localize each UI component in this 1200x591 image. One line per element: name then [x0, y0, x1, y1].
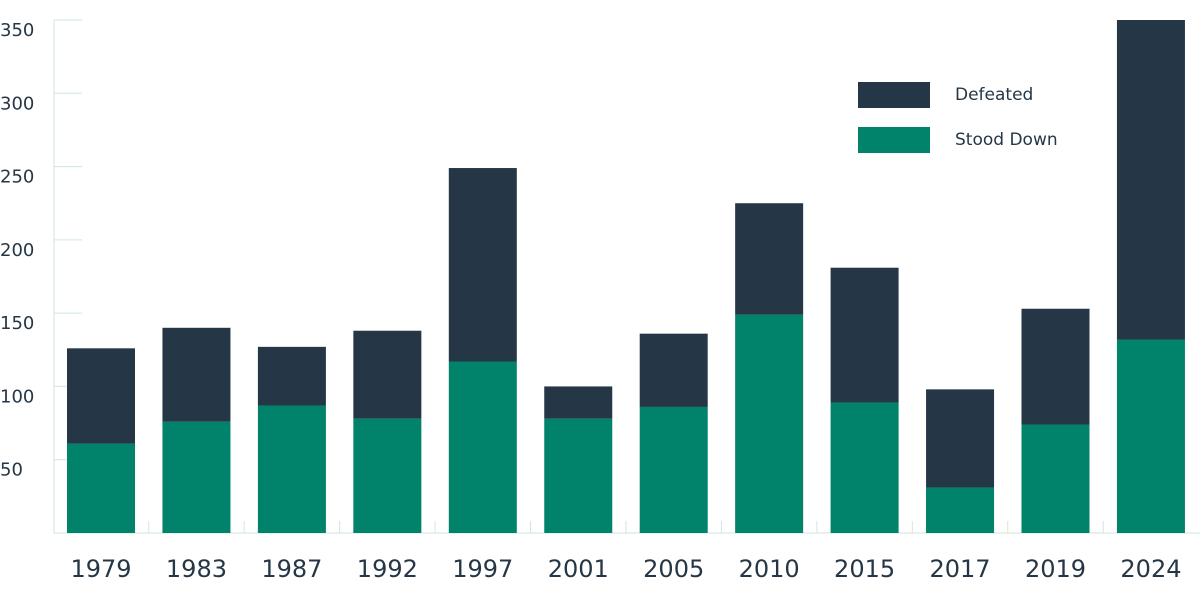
- legend-swatch: [858, 127, 930, 153]
- legend-label: Defeated: [955, 85, 1033, 105]
- bar-segment: [257, 346, 326, 406]
- bar-segment: [1021, 424, 1090, 533]
- legend-label: Stood Down: [955, 130, 1058, 150]
- bar-segment: [926, 487, 995, 533]
- y-tick-label: 50: [0, 460, 23, 481]
- bar-segment: [639, 333, 708, 407]
- bar-segment: [735, 203, 804, 315]
- y-tick-label: 300: [0, 93, 34, 114]
- bar-segment: [162, 327, 231, 422]
- y-tick-label: 350: [0, 20, 34, 41]
- bar-segment: [544, 386, 613, 419]
- y-tick-label: 200: [0, 240, 34, 261]
- x-tick-label: 1992: [357, 555, 418, 583]
- x-tick-label: 1987: [261, 555, 322, 583]
- bar-segment: [448, 168, 517, 362]
- x-tick-label: 1997: [452, 555, 513, 583]
- y-tick-label: 100: [0, 386, 34, 407]
- bar-segment: [830, 267, 899, 403]
- bar-segment: [544, 418, 613, 533]
- x-tick-label: 2005: [643, 555, 704, 583]
- x-tick-label: 2017: [930, 555, 991, 583]
- y-tick-label: 250: [0, 167, 34, 188]
- x-tick-label: 2010: [739, 555, 800, 583]
- bar-segment: [257, 405, 326, 533]
- legend-swatch: [858, 82, 930, 108]
- bar-segment: [353, 330, 422, 419]
- bar-segment: [1021, 308, 1090, 425]
- bar-segment: [448, 361, 517, 533]
- x-tick-label: 1979: [70, 555, 131, 583]
- bar-segment: [1116, 20, 1185, 340]
- bar-segment: [353, 418, 422, 533]
- bar-segment: [830, 402, 899, 533]
- bar-segment: [735, 314, 804, 533]
- bar-segment: [926, 389, 995, 488]
- x-tick-label: 2001: [548, 555, 609, 583]
- x-tick-label: 2024: [1120, 555, 1181, 583]
- bar-segment: [67, 443, 135, 533]
- bar-segment: [1116, 339, 1185, 533]
- x-tick-label: 1983: [166, 555, 227, 583]
- bar-segment: [67, 348, 135, 444]
- bar-segment: [639, 406, 708, 533]
- x-tick-label: 2015: [834, 555, 895, 583]
- y-tick-label: 150: [0, 313, 34, 334]
- bar-segment: [162, 421, 231, 533]
- x-tick-label: 2019: [1025, 555, 1086, 583]
